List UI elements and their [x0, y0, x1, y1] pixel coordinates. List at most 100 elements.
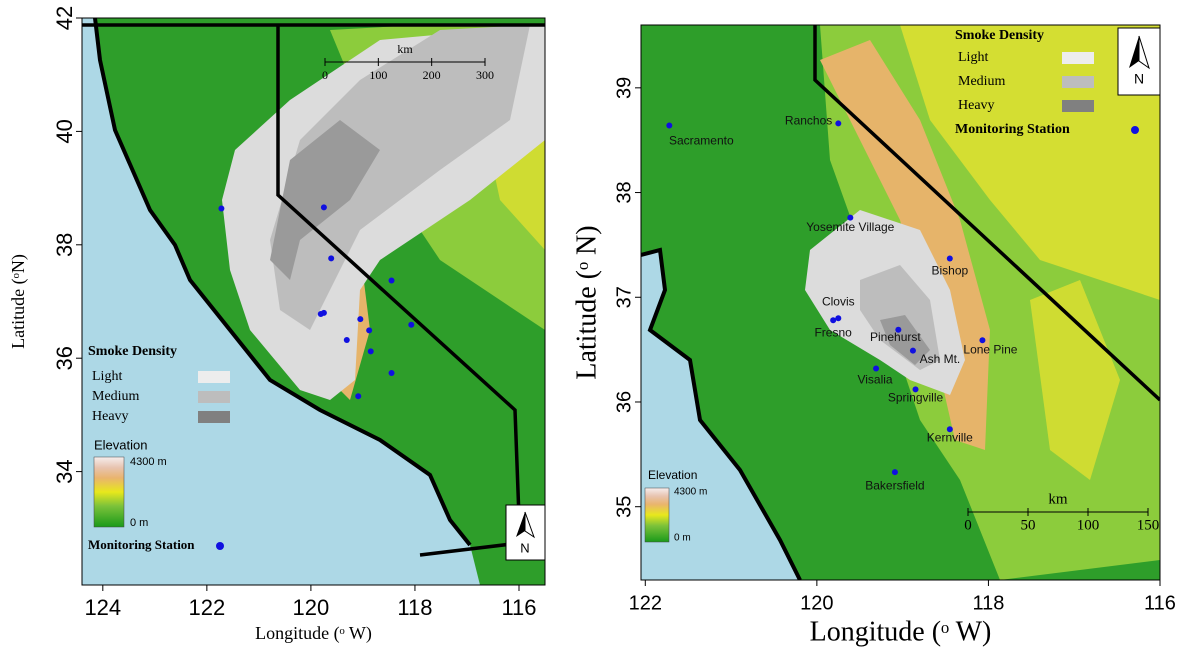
legend-item: Medium	[958, 74, 1006, 89]
scale-tick-label: 300	[476, 68, 494, 82]
right-map	[641, 25, 1160, 580]
north-arrow	[524, 511, 535, 539]
y-tick-label: 36	[613, 391, 635, 413]
legend-label: 0 m	[674, 533, 691, 544]
legend-swatch	[198, 391, 230, 403]
legend-marker	[1131, 126, 1139, 134]
legend-title: Elevation	[94, 437, 147, 452]
elevation-bar	[644, 487, 670, 543]
monitoring-station	[408, 321, 415, 328]
monitoring-station	[979, 337, 986, 344]
y-tick-label: 35	[613, 496, 635, 518]
monitoring-station	[946, 426, 953, 433]
legend-swatch	[198, 371, 230, 383]
scale-tick-label: 200	[423, 68, 441, 82]
y-tick-label: 36	[52, 346, 77, 370]
north-arrow	[1138, 35, 1150, 70]
elevation-bar	[93, 456, 125, 528]
x-tick-label: 120	[293, 595, 330, 620]
station-label: Ash Mt.	[920, 352, 961, 366]
monitoring-station	[218, 205, 225, 212]
scale-tick-label: 0	[322, 68, 328, 82]
x-tick-label: 120	[800, 592, 833, 614]
station-label: Bishop	[931, 264, 968, 278]
monitoring-station	[355, 393, 362, 400]
monitoring-station	[835, 120, 842, 127]
monitoring-station	[320, 204, 327, 211]
y-axis-title: Latitude (ᵒN)	[8, 254, 29, 349]
station-label: Kernville	[927, 430, 973, 444]
x-tick-label: 122	[188, 595, 225, 620]
monitoring-station	[909, 347, 916, 354]
legend-label: Monitoring Station	[955, 122, 1070, 137]
monitoring-station	[388, 369, 395, 376]
monitoring-station	[895, 326, 902, 333]
scale-tick-label: 50	[1021, 517, 1036, 533]
north-label: N	[520, 540, 529, 555]
legend-swatch	[1062, 52, 1094, 64]
scale-tick-label: 0	[964, 517, 972, 533]
x-tick-label: 116	[1144, 592, 1176, 614]
legend-item: Medium	[92, 389, 140, 404]
legend-swatch	[198, 411, 230, 423]
monitoring-station	[366, 327, 373, 334]
x-tick-label: 118	[397, 595, 432, 620]
station-label: Ranchos	[785, 114, 832, 128]
station-label: Bakersfield	[865, 478, 924, 492]
station-label: Yosemite Village	[806, 220, 894, 234]
north-arrow	[1129, 36, 1139, 68]
legend-marker	[216, 542, 224, 550]
y-tick-label: 38	[613, 181, 635, 203]
monitoring-station	[873, 365, 880, 372]
y-tick-label: 37	[613, 286, 635, 308]
left-map	[82, 18, 545, 585]
legend-label: 0 m	[130, 517, 148, 529]
y-tick-label: 38	[52, 233, 77, 257]
station-label: Springville	[888, 391, 944, 405]
legend-item: Light	[958, 50, 988, 65]
monitoring-station	[891, 469, 898, 476]
station-label: Sacramento	[669, 134, 734, 148]
legend-swatch	[1062, 100, 1094, 112]
y-tick-label: 34	[52, 459, 77, 483]
legend-title: Smoke Density	[955, 28, 1044, 43]
legend-swatch	[1062, 76, 1094, 88]
x-tick-label: 124	[84, 595, 121, 620]
station-label: Pinehurst	[870, 330, 921, 344]
legend-label: Monitoring Station	[88, 537, 195, 552]
monitoring-station	[912, 386, 919, 393]
monitoring-station	[666, 122, 673, 129]
y-axis-title: Latitude (ᵒ N)	[571, 225, 602, 379]
y-tick-label: 40	[52, 119, 77, 143]
scale-unit: km	[1048, 491, 1068, 507]
legend-title: Elevation	[648, 468, 697, 482]
scale-tick-label: 100	[369, 68, 387, 82]
right-frame	[640, 24, 1161, 581]
legend-label: 4300 m	[130, 456, 167, 468]
station-label: Visalia	[857, 373, 892, 387]
x-axis-title: Longitude (ᵒ W)	[255, 623, 372, 644]
legend-title: Smoke Density	[88, 344, 177, 359]
legend-item: Light	[92, 369, 122, 384]
monitoring-station	[388, 277, 395, 284]
monitoring-station	[343, 337, 350, 344]
legend-item: Heavy	[92, 409, 129, 424]
monitoring-station	[357, 316, 364, 323]
monitoring-station	[835, 315, 842, 322]
legend-label: 4300 m	[674, 487, 707, 498]
scale-tick-label: 150	[1137, 517, 1160, 533]
scale-tick-label: 100	[1077, 517, 1100, 533]
monitoring-station	[830, 317, 837, 324]
x-axis-title: Longitude (ᵒ W)	[810, 616, 992, 647]
y-tick-label: 39	[613, 77, 635, 99]
legend-item: Heavy	[958, 98, 995, 113]
station-label: Clovis	[822, 294, 855, 308]
scale-unit: km	[397, 42, 413, 56]
north-label: N	[1134, 71, 1144, 87]
monitoring-station	[847, 214, 854, 221]
monitoring-station	[317, 310, 324, 317]
monitoring-station	[946, 255, 953, 262]
station-label: Fresno	[814, 325, 852, 339]
